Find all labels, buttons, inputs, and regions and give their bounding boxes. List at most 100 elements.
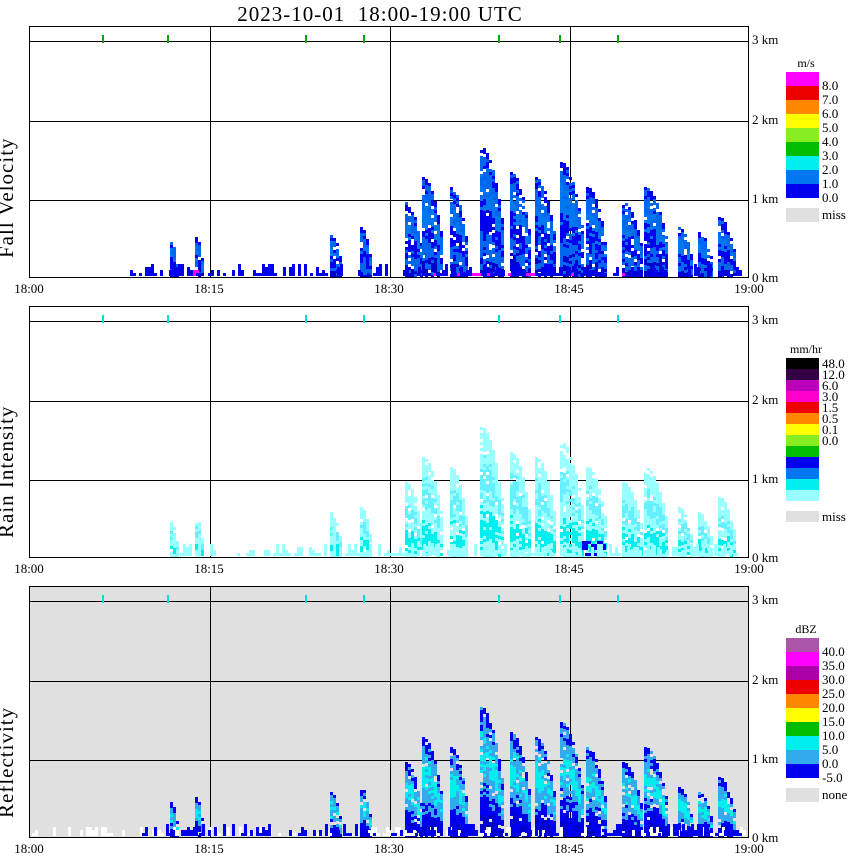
data-cell <box>733 258 736 262</box>
gridline-horizontal <box>30 121 748 122</box>
data-cell <box>631 212 634 216</box>
data-cell <box>405 250 408 253</box>
data-cell <box>650 265 653 269</box>
data-cell <box>420 555 423 557</box>
plot-area-rain-intensity[interactable] <box>29 306 749 558</box>
data-cell <box>414 273 417 277</box>
data-cell <box>569 212 572 216</box>
data-cell <box>431 226 434 230</box>
data-cell <box>628 242 631 246</box>
data-cell <box>535 237 538 240</box>
data-cell <box>538 202 541 206</box>
data-cell <box>708 547 711 556</box>
data-cell <box>366 241 369 245</box>
data-cell <box>459 210 462 214</box>
data-cell <box>622 250 625 253</box>
data-cell <box>442 270 445 276</box>
data-cell <box>723 544 726 556</box>
data-cell <box>653 231 656 235</box>
data-cell <box>662 243 665 247</box>
data-cell <box>187 267 190 276</box>
data-cell <box>684 266 687 270</box>
data-cell <box>535 198 538 201</box>
data-cell <box>405 506 408 509</box>
data-cell <box>405 527 408 530</box>
data-cell <box>560 237 563 240</box>
data-cell <box>339 256 342 260</box>
data-cell <box>566 185 569 189</box>
data-cell <box>513 224 516 228</box>
data-cell <box>529 273 532 276</box>
data-cell <box>366 259 369 263</box>
data-cell <box>414 526 417 530</box>
data-cell <box>420 269 423 273</box>
data-cell <box>360 266 363 269</box>
data-cell <box>698 247 701 250</box>
data-cell <box>480 252 483 255</box>
data-cell <box>581 275 584 277</box>
data-cell <box>631 254 634 258</box>
data-cell <box>460 267 463 276</box>
data-cell <box>411 229 414 233</box>
data-cell <box>589 227 592 231</box>
plot-area-reflectivity[interactable] <box>29 586 749 838</box>
data-cell <box>522 236 525 240</box>
data-cell <box>631 275 634 277</box>
data-cell <box>701 257 704 261</box>
data-cell <box>288 553 291 556</box>
data-cell <box>405 551 408 554</box>
data-cell <box>456 197 459 201</box>
data-cell <box>553 273 556 277</box>
data-cell <box>522 221 525 225</box>
data-cell <box>586 265 589 268</box>
data-cell <box>566 197 569 201</box>
height-tick-marker <box>498 35 500 43</box>
data-cell <box>662 261 665 265</box>
data-cell <box>360 269 363 272</box>
data-cell <box>544 241 547 245</box>
data-cell <box>420 275 423 277</box>
data-cell <box>411 268 414 272</box>
data-cell <box>274 273 277 276</box>
data-cell <box>528 247 531 251</box>
data-cell <box>653 207 656 211</box>
data-cell <box>189 544 192 556</box>
data-cell <box>528 238 531 242</box>
data-cell <box>510 220 513 223</box>
data-cell <box>656 232 659 236</box>
data-cell <box>483 202 486 206</box>
data-cell <box>659 274 662 277</box>
data-cell <box>544 208 547 212</box>
plot-area-fall-velocity[interactable] <box>29 26 749 278</box>
data-cell <box>721 221 724 225</box>
data-cell <box>453 251 456 255</box>
data-cell <box>547 228 550 232</box>
data-cell <box>456 757 459 761</box>
data-cell <box>733 267 736 271</box>
data-cell <box>198 263 201 267</box>
data-cell <box>560 186 563 189</box>
data-cell <box>425 518 428 522</box>
data-cell <box>213 550 216 556</box>
data-cell <box>659 214 662 218</box>
data-cell <box>411 542 414 546</box>
data-cell <box>411 488 414 492</box>
data-cell <box>589 245 592 249</box>
data-cell <box>414 228 417 232</box>
height-tick-marker <box>559 315 561 323</box>
data-cell <box>510 172 513 175</box>
data-cell <box>330 238 333 241</box>
data-cell <box>634 241 637 245</box>
data-cell <box>434 237 437 241</box>
data-cell <box>486 191 489 195</box>
data-cell <box>547 261 550 265</box>
data-cell <box>405 220 408 223</box>
data-cell <box>366 542 369 546</box>
data-cell <box>196 273 199 276</box>
data-cell <box>541 246 544 250</box>
data-cell <box>462 260 465 264</box>
data-cell <box>550 264 553 276</box>
data-cell <box>492 257 495 261</box>
data-cell <box>678 260 681 263</box>
data-cell <box>420 263 423 267</box>
